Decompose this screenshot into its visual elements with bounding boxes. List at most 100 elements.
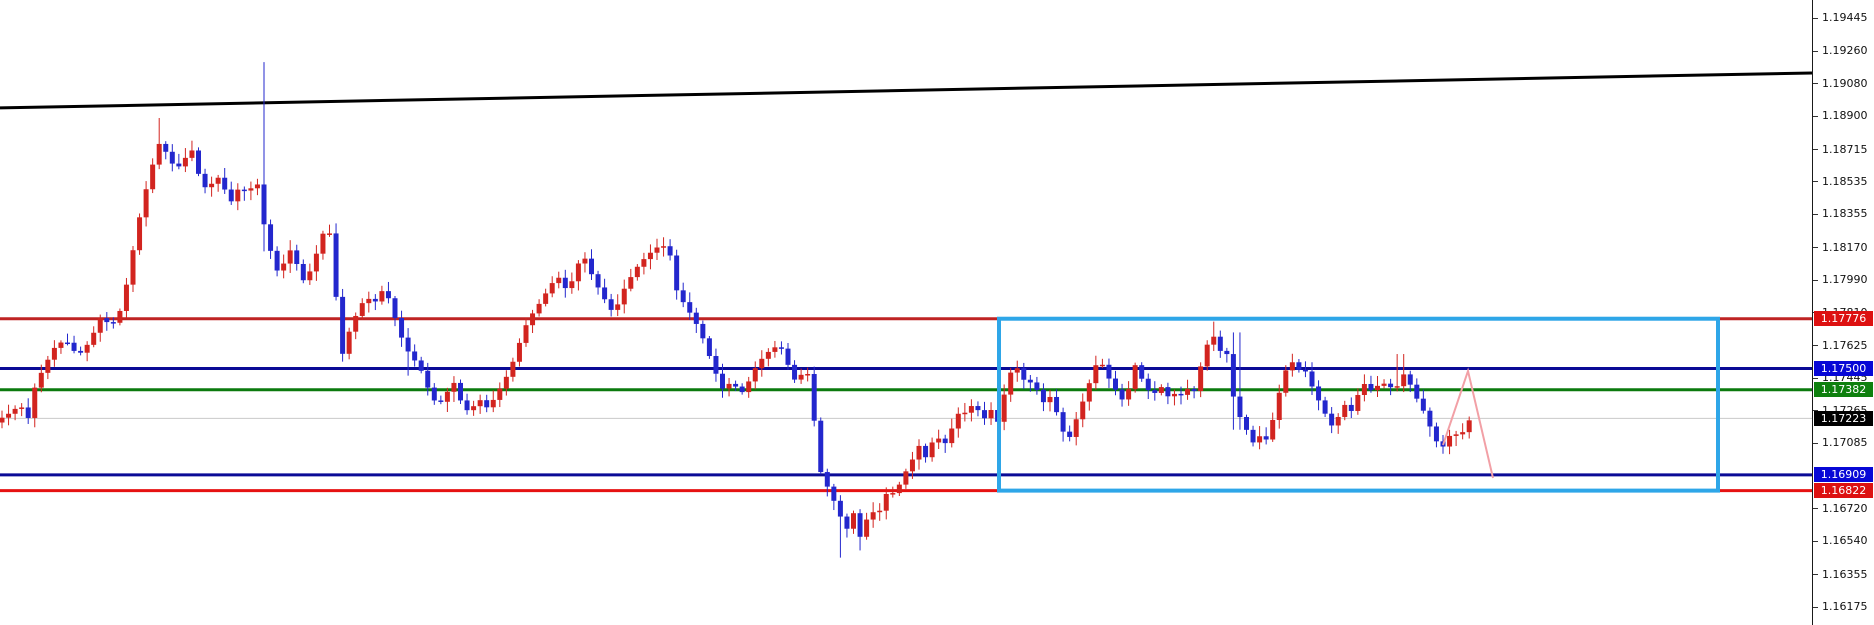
chart-canvas[interactable] — [0, 0, 1812, 625]
candle-up — [523, 325, 529, 343]
price-axis[interactable]: 1.19445 1.19260 1.19080 1.18900 1.18715 1.185… — [1812, 0, 1874, 625]
candle-up — [1132, 365, 1138, 390]
axis-tick-mark — [1813, 410, 1818, 412]
candle-down — [923, 445, 929, 458]
axis-tick-mark — [1813, 213, 1818, 215]
candle-up — [327, 233, 332, 235]
candle-up — [307, 271, 313, 281]
price-level-label-green-level: 1.17382 — [1814, 382, 1873, 398]
axis-tick-label: 1.19445 — [1822, 11, 1868, 24]
candle-up — [556, 277, 562, 284]
candle-down — [667, 246, 673, 256]
candle-down — [274, 250, 280, 271]
candle-up — [471, 406, 477, 411]
candle-down — [1368, 384, 1374, 391]
candle-up — [359, 303, 365, 316]
candle-up — [929, 442, 935, 458]
consolidation-box[interactable] — [997, 316, 1720, 493]
candle-down — [1034, 382, 1040, 390]
candle-up — [615, 304, 621, 310]
candle-up — [1080, 401, 1086, 420]
candle-down — [1407, 374, 1413, 385]
candle-up — [287, 250, 293, 264]
candle-down — [1322, 400, 1328, 414]
candle-up — [503, 376, 509, 389]
candle-down — [71, 342, 77, 351]
candle-down — [340, 296, 346, 354]
candle-up — [38, 372, 44, 388]
candle-up — [1047, 396, 1053, 403]
candle-up — [772, 347, 778, 352]
candle-down — [1316, 386, 1322, 401]
candle-up — [156, 143, 162, 165]
candle-up — [1211, 336, 1217, 345]
candle-down — [818, 420, 824, 473]
candle-up — [84, 344, 90, 353]
candle-up — [1342, 404, 1348, 417]
axis-tick-mark — [1813, 574, 1818, 576]
candle-up — [150, 164, 156, 190]
candle-up — [1270, 419, 1276, 440]
candle-up — [988, 410, 994, 419]
candle-down — [778, 347, 784, 349]
candle-down — [372, 298, 378, 302]
candle-up — [1008, 372, 1014, 395]
candle-up — [313, 253, 319, 272]
projection-arrow[interactable] — [1442, 367, 1494, 479]
candle-down — [562, 277, 568, 289]
trendline[interactable] — [0, 71, 1812, 110]
axis-tick-label: 1.19260 — [1822, 44, 1868, 58]
candle-up — [1086, 383, 1092, 402]
candle-up — [1171, 393, 1177, 397]
candle-up — [968, 406, 974, 413]
candle-up — [1198, 366, 1204, 392]
candle-down — [1165, 387, 1171, 397]
candle-up — [353, 315, 359, 332]
candle-down — [1420, 398, 1426, 411]
candle-down — [222, 177, 228, 190]
candle-up — [955, 413, 961, 429]
candle-down — [418, 360, 424, 371]
candle-up — [870, 512, 876, 520]
axis-tick-mark — [1813, 115, 1818, 117]
candle-down — [300, 264, 306, 281]
candle-down — [464, 400, 470, 411]
candle-up — [883, 493, 889, 511]
axis-tick-label: 1.19080 — [1822, 76, 1868, 90]
candle-up — [752, 368, 758, 382]
candle-up — [1460, 432, 1466, 435]
candle-up — [864, 519, 870, 537]
candle-down — [1145, 378, 1151, 391]
candle-up — [32, 387, 38, 418]
candle-up — [130, 250, 136, 285]
candle-up — [569, 281, 575, 289]
price-level-label-blue-upper: 1.17500 — [1814, 360, 1873, 376]
candle-up — [1289, 362, 1295, 371]
candle-up — [97, 318, 103, 333]
axis-tick-mark — [1813, 377, 1818, 379]
price-level-label-current-price: 1.17223 — [1814, 410, 1873, 426]
candle-up — [530, 313, 536, 326]
candle-up — [1401, 374, 1407, 387]
candle-up — [19, 407, 25, 409]
axis-tick-label: 1.18355 — [1822, 207, 1868, 221]
candle-up — [759, 358, 765, 369]
candle-down — [982, 410, 987, 419]
candle-up — [916, 445, 922, 460]
candle-up — [936, 438, 942, 443]
candle-up — [516, 342, 522, 362]
candle-up — [1158, 387, 1164, 393]
candle-up — [281, 263, 287, 271]
candle-down — [425, 370, 431, 388]
candle-down — [589, 258, 594, 275]
candle-up — [1394, 386, 1400, 388]
candle-down — [975, 406, 981, 411]
candle-up — [346, 331, 352, 354]
candle-down — [1309, 371, 1315, 387]
candle-down — [1191, 389, 1197, 392]
axis-tick-label: 1.16355 — [1822, 567, 1868, 581]
candle-up — [1447, 435, 1453, 447]
candle-down — [412, 351, 418, 361]
candle-down — [602, 287, 608, 300]
candle-down — [693, 312, 699, 324]
